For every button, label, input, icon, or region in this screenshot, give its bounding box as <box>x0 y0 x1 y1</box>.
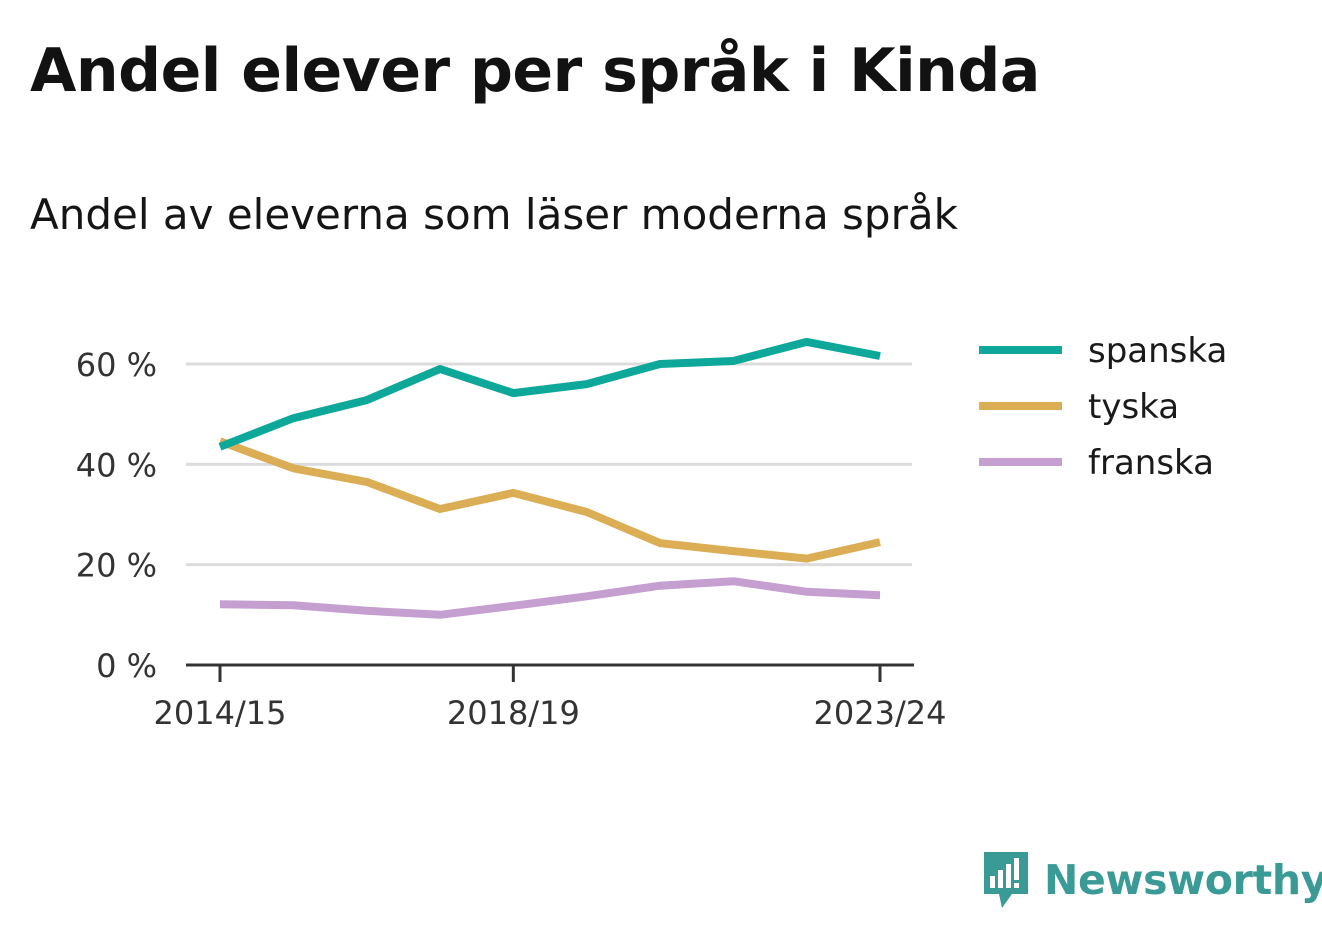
series-lines <box>218 337 881 619</box>
x-tick-label: 2014/15 <box>154 694 287 732</box>
brand-name: Newsworthy <box>1044 856 1322 904</box>
legend-label-spanska: spanska <box>1088 331 1227 371</box>
chart-title: Andel elever per språk i Kinda <box>30 36 1040 106</box>
x-tick-label: 2023/24 <box>814 694 947 732</box>
series-line-franska <box>219 577 881 619</box>
chart-subtitle: Andel av eleverna som läser moderna språ… <box>30 190 958 239</box>
newsworthy-logo: Newsworthy <box>982 850 1322 910</box>
series-line-tyska <box>218 437 881 563</box>
y-tick-label: 20 % <box>76 547 157 585</box>
legend-label-tyska: tyska <box>1088 387 1179 427</box>
x-axis <box>186 663 914 682</box>
y-tick-label: 0 % <box>96 647 157 685</box>
newsworthy-logo-icon <box>984 852 1028 908</box>
series-line-spanska <box>218 337 881 451</box>
x-tick-label: 2018/19 <box>447 694 580 732</box>
legend: spanska tyska franska <box>979 331 1227 483</box>
y-axis-labels: 0 % 20 % 40 % 60 % <box>76 346 157 685</box>
y-tick-label: 60 % <box>76 346 157 384</box>
grid-lines <box>186 362 912 567</box>
legend-label-franska: franska <box>1088 443 1214 483</box>
x-axis-labels: 2014/15 2018/19 2023/24 <box>154 694 947 732</box>
y-tick-label: 40 % <box>76 446 157 484</box>
